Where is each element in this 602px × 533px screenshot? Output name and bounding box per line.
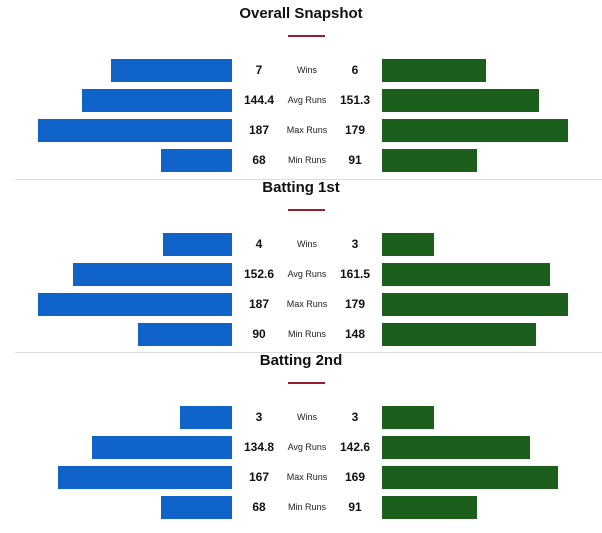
metric-label: Min Runs [287, 502, 326, 512]
stat-row: 187 Max Runs 179 [0, 119, 602, 142]
left-bar [161, 496, 232, 519]
right-value: 91 [348, 500, 362, 514]
left-value: 167 [248, 470, 270, 484]
metric-label: Wins [297, 412, 317, 422]
right-value: 148 [344, 327, 366, 341]
stat-row: 7 Wins 6 [0, 59, 602, 82]
section-divider [15, 179, 602, 180]
stat-row: 187 Max Runs 179 [0, 293, 602, 316]
left-value: 187 [248, 123, 270, 137]
metric-label: Max Runs [286, 125, 328, 135]
title-underline [288, 209, 325, 211]
left-bar [73, 263, 232, 286]
left-bar [38, 293, 232, 316]
right-bar [382, 436, 530, 459]
stat-row: 68 Min Runs 91 [0, 496, 602, 519]
right-bar [382, 496, 477, 519]
stat-row: 152.6 Avg Runs 161.5 [0, 263, 602, 286]
section-title: Overall Snapshot [239, 5, 363, 22]
metric-label: Min Runs [287, 155, 326, 165]
left-value: 187 [248, 297, 270, 311]
right-bar [382, 466, 558, 489]
right-value: 179 [344, 297, 366, 311]
stat-row: 144.4 Avg Runs 151.3 [0, 89, 602, 112]
right-bar [382, 263, 550, 286]
stat-row: 3 Wins 3 [0, 406, 602, 429]
left-bar [163, 233, 232, 256]
right-value: 6 [351, 63, 359, 77]
right-value: 179 [344, 123, 366, 137]
left-bar [161, 149, 232, 172]
right-value: 3 [351, 237, 359, 251]
left-value: 68 [252, 500, 266, 514]
right-bar [382, 293, 568, 316]
right-bar [382, 323, 536, 346]
right-value: 161.5 [339, 267, 371, 281]
right-bar [382, 406, 434, 429]
right-bar [382, 89, 539, 112]
stat-row: 68 Min Runs 91 [0, 149, 602, 172]
metric-label: Avg Runs [287, 269, 327, 279]
left-bar [82, 89, 232, 112]
stat-row: 134.8 Avg Runs 142.6 [0, 436, 602, 459]
left-value: 134.8 [243, 440, 275, 454]
section-title: Batting 1st [262, 179, 340, 196]
stat-row: 4 Wins 3 [0, 233, 602, 256]
right-value: 3 [351, 410, 359, 424]
metric-label: Min Runs [287, 329, 326, 339]
left-bar [92, 436, 232, 459]
metric-label: Wins [297, 239, 317, 249]
metric-label: Wins [297, 65, 317, 75]
right-bar [382, 149, 477, 172]
right-value: 91 [348, 153, 362, 167]
title-underline [288, 35, 325, 37]
left-bar [58, 466, 232, 489]
right-value: 151.3 [339, 93, 371, 107]
metric-label: Avg Runs [287, 95, 327, 105]
left-value: 7 [255, 63, 263, 77]
right-bar [382, 119, 568, 142]
section-divider [15, 352, 602, 353]
right-value: 142.6 [339, 440, 371, 454]
stat-row: 90 Min Runs 148 [0, 323, 602, 346]
left-bar [180, 406, 232, 429]
metric-label: Max Runs [286, 472, 328, 482]
metric-label: Max Runs [286, 299, 328, 309]
left-value: 3 [255, 410, 263, 424]
left-value: 4 [255, 237, 263, 251]
left-value: 144.4 [243, 93, 275, 107]
left-value: 152.6 [243, 267, 275, 281]
left-value: 90 [252, 327, 266, 341]
section-title: Batting 2nd [259, 352, 343, 369]
stat-row: 167 Max Runs 169 [0, 466, 602, 489]
title-underline [288, 382, 325, 384]
left-value: 68 [252, 153, 266, 167]
right-bar [382, 233, 434, 256]
left-bar [38, 119, 232, 142]
right-bar [382, 59, 486, 82]
left-bar [111, 59, 232, 82]
left-bar [138, 323, 232, 346]
right-value: 169 [344, 470, 366, 484]
metric-label: Avg Runs [287, 442, 327, 452]
